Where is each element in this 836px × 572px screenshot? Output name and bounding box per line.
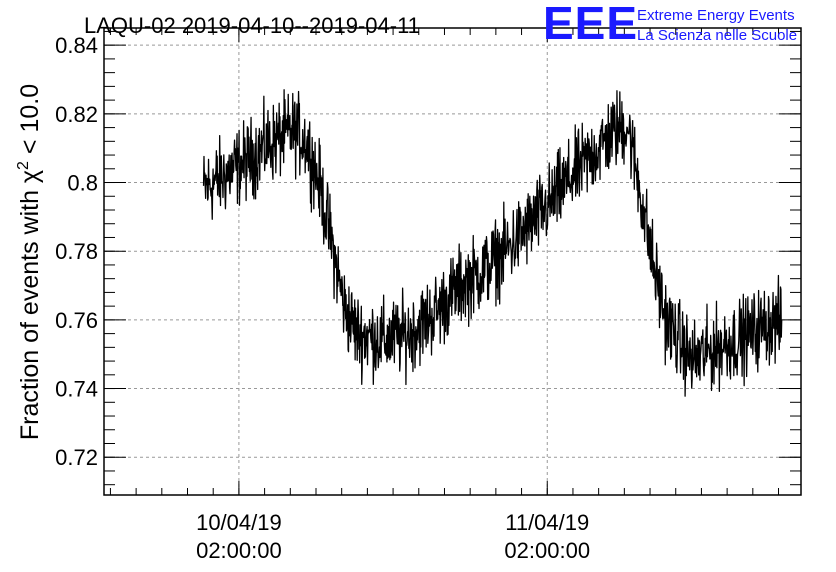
series-line [202, 89, 783, 397]
x-tick-date-label: 11/04/19 [505, 510, 589, 535]
eee-logo: EEE Extreme Energy Events La Scienza nel… [543, 0, 797, 49]
y-tick-label: 0.82 [55, 102, 98, 127]
x-tick-date-label: 10/04/19 [196, 510, 282, 535]
series-lines [202, 89, 783, 397]
logo-line-2: La Scienza nelle Scuole [637, 27, 797, 44]
y-axis-label: Fraction of events with χ2 < 10.0 [15, 84, 44, 440]
axis-ticks [104, 28, 801, 495]
y-tick-label: 0.74 [55, 377, 98, 402]
y-tick-label: 0.78 [55, 239, 98, 264]
x-tick-time-label: 02:00:00 [504, 538, 590, 563]
logo-line-1: Extreme Energy Events [637, 7, 795, 24]
logo-mark: EEE [543, 0, 638, 49]
y-tick-label: 0.76 [55, 308, 98, 333]
y-tick-label: 0.84 [55, 33, 98, 58]
grid-lines [104, 28, 801, 495]
y-tick-label: 0.8 [67, 171, 98, 196]
x-tick-time-label: 02:00:00 [196, 538, 282, 563]
axis-labels: 0.72 0.74 0.76 0.78 0.8 0.82 0.84 10/04/19 02:00… [55, 33, 590, 563]
chart-title: LAQU-02 2019-04-10--2019-04-11 [84, 13, 420, 38]
y-tick-label: 0.72 [55, 445, 98, 470]
plot-frame [103, 27, 802, 496]
